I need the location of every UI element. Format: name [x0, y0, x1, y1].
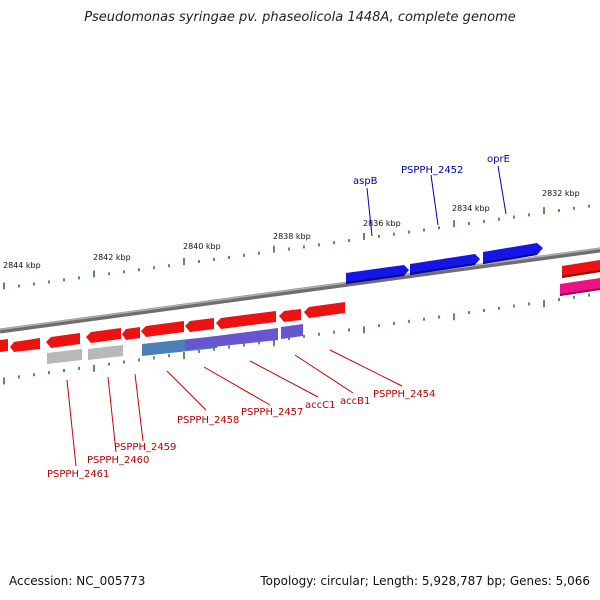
- gene-label-oprE: oprE: [487, 154, 510, 165]
- scale-label-2834: 2834 kbp: [452, 204, 490, 213]
- gene-arrow-bottom-9: [304, 302, 345, 318]
- gene-label-PSPPH_2460: PSPPH_2460: [87, 455, 149, 466]
- genome-backbone-highlight: [0, 247, 600, 331]
- leader-PSPPH_2459: [134, 373, 144, 442]
- gene-arrow-bottom-8: [279, 309, 301, 322]
- accession-text: Accession: NC_005773: [9, 574, 146, 588]
- scale-label-2844: 2844 kbp: [3, 261, 41, 270]
- gene-label-PSPPH_2452: PSPPH_2452: [401, 165, 463, 176]
- gene-arrow-bottom-4: [122, 327, 140, 340]
- scale-label-2842: 2842 kbp: [93, 253, 131, 262]
- gene-arrow-aspB: [346, 265, 409, 284]
- gene-arrow-bottom-5: [141, 321, 184, 337]
- gene-arrow-bottom-6: [185, 318, 214, 332]
- gene-label-accC1: accC1: [305, 400, 335, 411]
- leader-PSPPH_2457: [203, 366, 271, 406]
- leader-PSPPH_2461: [66, 379, 77, 467]
- scale-label-2836: 2836 kbp: [363, 219, 401, 228]
- gene-arrow-PSPPH_2460: [88, 345, 123, 360]
- inner-scale-ticks: [3, 293, 590, 385]
- scale-label-2832: 2832 kbp: [542, 189, 580, 198]
- gene-arrow-bottom-3: [86, 328, 121, 343]
- scale-label-2840: 2840 kbp: [183, 242, 221, 251]
- gene-arrow-oprE: [483, 243, 543, 264]
- gene-label-PSPPH_2454: PSPPH_2454: [373, 389, 435, 400]
- gene-label-aspB: aspB: [353, 176, 378, 187]
- top-strand-genes: [346, 243, 600, 296]
- leader-PSPPH_2460: [107, 376, 117, 453]
- gene-label-PSPPH_2461: PSPPH_2461: [47, 469, 109, 480]
- gene-arrow-right-edge-pink-shade: [560, 288, 600, 296]
- leader-aspB: [366, 187, 373, 237]
- bottom-strand-genes: [0, 302, 345, 364]
- gene-arrow-bottom-7: [216, 311, 276, 329]
- leader-PSPPH_2452: [430, 174, 439, 226]
- gene-arrow-aspB-shade: [346, 274, 404, 284]
- leader-PSPPH_2454: [329, 349, 403, 387]
- genome-backbone: [0, 247, 600, 334]
- gene-arrow-bottom-1: [10, 338, 40, 352]
- gene-arrow-right-edge-red-shade: [562, 270, 600, 278]
- gene-arrow-accC1: [281, 324, 303, 339]
- leader-lines: [66, 165, 507, 467]
- gene-arrow-oprE-shade: [483, 253, 537, 264]
- gene-arrow-bottom-2: [46, 333, 80, 348]
- gene-arrow-left-edge: [0, 339, 8, 352]
- figure-title: Pseudomonas syringae pv. phaseolicola 14…: [84, 10, 516, 25]
- scale-label-2838: 2838 kbp: [273, 232, 311, 241]
- gene-arrow-PSPPH_2452-shade: [410, 263, 475, 275]
- gene-label-PSPPH_2459: PSPPH_2459: [114, 442, 176, 453]
- genome-summary-text: Topology: circular; Length: 5,928,787 bp…: [260, 574, 590, 588]
- leader-accB1: [294, 354, 354, 394]
- gene-label-PSPPH_2458: PSPPH_2458: [177, 415, 239, 426]
- leader-PSPPH_2458: [166, 370, 207, 411]
- gene-arrow-PSPPH_2461: [47, 349, 82, 364]
- gene-label-PSPPH_2457: PSPPH_2457: [241, 407, 303, 418]
- outer-scale-ticks: [3, 204, 590, 290]
- gene-arrow-PSPPH_2452: [410, 254, 480, 275]
- leader-oprE: [497, 165, 507, 215]
- leader-accC1: [249, 360, 319, 398]
- gene-label-accB1: accB1: [340, 396, 370, 407]
- gene-arrow-PSPPH_2457: [185, 328, 278, 350]
